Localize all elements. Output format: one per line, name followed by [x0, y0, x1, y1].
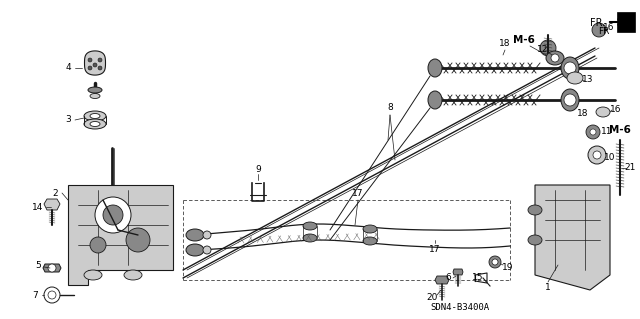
Circle shape: [590, 129, 596, 135]
Circle shape: [48, 264, 56, 272]
Text: FR.: FR.: [591, 18, 605, 28]
Ellipse shape: [303, 222, 317, 230]
Circle shape: [95, 197, 131, 233]
Text: 16: 16: [604, 24, 615, 33]
Text: 9: 9: [255, 166, 261, 174]
Text: 3: 3: [65, 115, 71, 124]
Circle shape: [44, 287, 60, 303]
Text: 5: 5: [35, 262, 41, 271]
Polygon shape: [43, 264, 61, 272]
Ellipse shape: [596, 107, 610, 117]
Circle shape: [88, 58, 92, 62]
Text: 18: 18: [499, 39, 511, 48]
Circle shape: [586, 125, 600, 139]
Ellipse shape: [363, 225, 377, 233]
Text: 21: 21: [624, 164, 636, 173]
Text: M-6: M-6: [513, 35, 535, 45]
Ellipse shape: [186, 244, 204, 256]
Ellipse shape: [546, 51, 564, 65]
Text: SDN4-B3400A: SDN4-B3400A: [430, 302, 489, 311]
Polygon shape: [617, 12, 635, 32]
Polygon shape: [68, 185, 173, 285]
Circle shape: [588, 146, 606, 164]
Circle shape: [564, 62, 576, 74]
Text: 19: 19: [502, 263, 514, 272]
Circle shape: [93, 63, 97, 67]
Circle shape: [98, 58, 102, 62]
Circle shape: [98, 66, 102, 70]
Polygon shape: [84, 51, 106, 75]
Text: 13: 13: [582, 76, 594, 85]
Circle shape: [492, 259, 498, 265]
Ellipse shape: [528, 205, 542, 215]
Ellipse shape: [84, 119, 106, 129]
Ellipse shape: [561, 57, 579, 79]
Ellipse shape: [363, 237, 377, 245]
Ellipse shape: [90, 93, 100, 99]
Circle shape: [540, 40, 556, 56]
Circle shape: [593, 151, 601, 159]
Circle shape: [551, 54, 559, 62]
Polygon shape: [435, 276, 449, 284]
Text: 10: 10: [604, 152, 616, 161]
Ellipse shape: [88, 87, 102, 93]
Text: 14: 14: [32, 203, 44, 211]
Text: FR: FR: [598, 27, 610, 36]
Text: 11: 11: [601, 128, 612, 137]
Polygon shape: [453, 269, 463, 275]
Ellipse shape: [84, 111, 106, 121]
Text: 18: 18: [577, 108, 589, 117]
Ellipse shape: [567, 72, 583, 84]
Polygon shape: [535, 185, 610, 290]
Circle shape: [592, 23, 606, 37]
Circle shape: [564, 94, 576, 106]
Ellipse shape: [428, 59, 442, 77]
Ellipse shape: [124, 270, 142, 280]
Ellipse shape: [90, 114, 100, 118]
Text: 15: 15: [472, 273, 484, 283]
Circle shape: [48, 291, 56, 299]
Ellipse shape: [203, 246, 211, 254]
Circle shape: [126, 228, 150, 252]
Polygon shape: [44, 199, 60, 210]
Ellipse shape: [84, 270, 102, 280]
Text: 4: 4: [65, 63, 71, 72]
Text: 6: 6: [445, 273, 451, 283]
Circle shape: [88, 66, 92, 70]
Text: 20: 20: [426, 293, 438, 302]
Circle shape: [90, 237, 106, 253]
Text: M-6: M-6: [609, 125, 631, 135]
Text: 17: 17: [352, 189, 364, 197]
Text: 7: 7: [32, 291, 38, 300]
Ellipse shape: [561, 89, 579, 111]
Ellipse shape: [303, 234, 317, 242]
Ellipse shape: [90, 122, 100, 127]
Ellipse shape: [203, 231, 211, 239]
Ellipse shape: [428, 91, 442, 109]
Circle shape: [489, 256, 501, 268]
Circle shape: [103, 205, 123, 225]
Text: 16: 16: [611, 106, 621, 115]
Text: 17: 17: [429, 246, 441, 255]
Text: 8: 8: [387, 103, 393, 113]
Ellipse shape: [186, 229, 204, 241]
Text: 1: 1: [545, 284, 551, 293]
Text: 2: 2: [52, 189, 58, 197]
Text: 12: 12: [538, 46, 548, 55]
Ellipse shape: [528, 235, 542, 245]
